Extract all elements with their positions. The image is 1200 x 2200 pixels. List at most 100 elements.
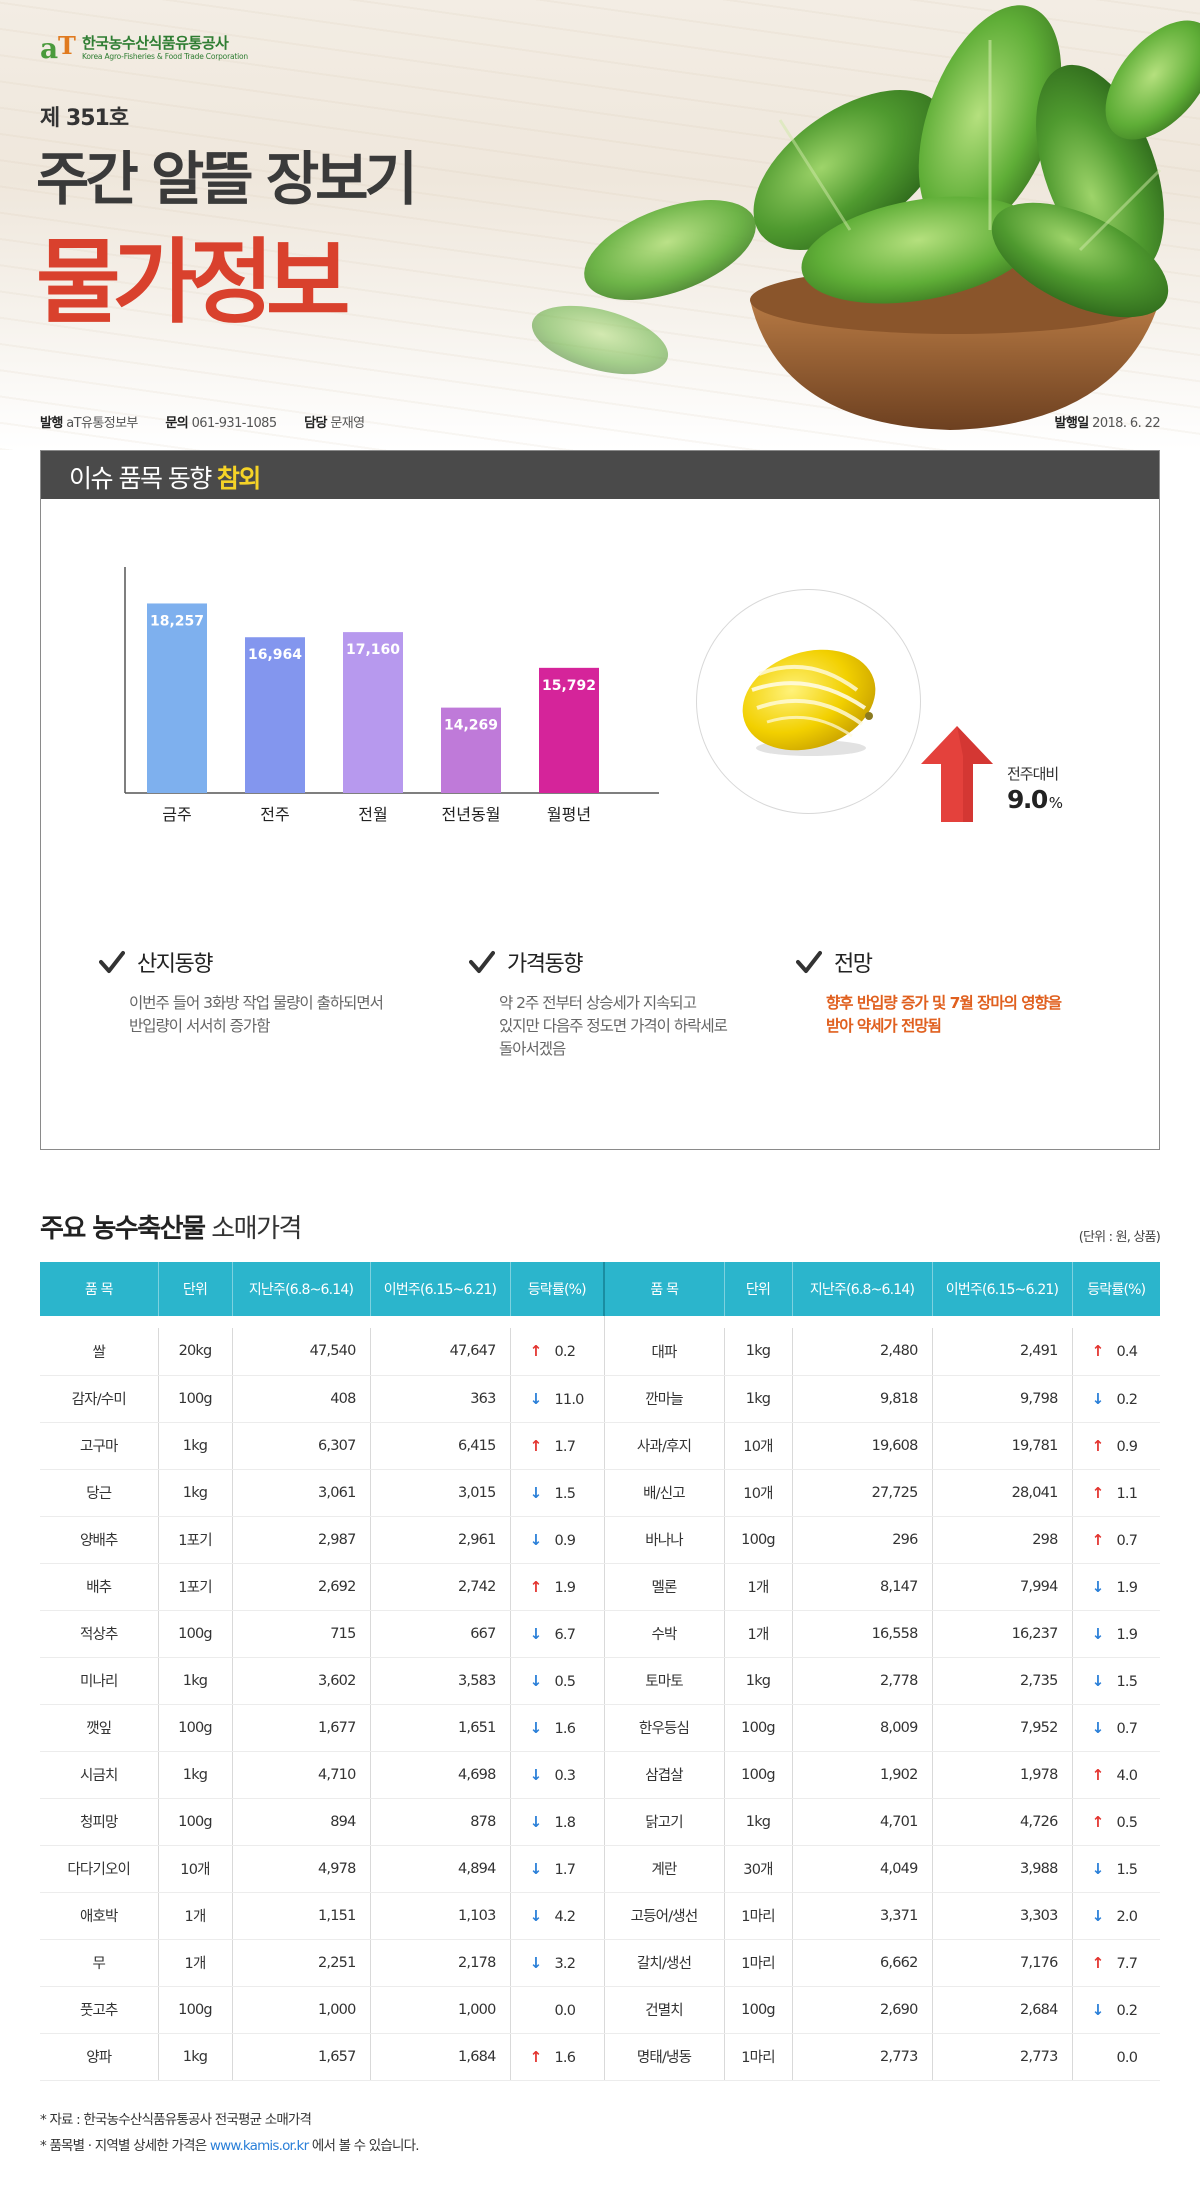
table-cell-change-rate: ↓ 1.8 [509,1798,604,1846]
table-cell-change-rate: ↓ 0.7 [1071,1704,1160,1752]
date-value: 2018. 6. 22 [1092,416,1160,431]
table-cell-change-rate: ↓ 1.6 [509,1704,604,1752]
change-rate-value: 1.1 [1116,1485,1138,1502]
arrow-up-icon: ↑ [1091,1436,1105,1455]
arrow-up-icon: ↑ [529,2047,543,2066]
table-cell-last-week: 47,540 [231,1328,370,1376]
arrow-down-icon: ↓ [1091,1906,1105,1925]
table-cell-last-week: 27,725 [791,1469,932,1517]
week-over-week-label: 전주대비 [1007,765,1059,783]
table-cell-change-rate: ↓ 0.5 [509,1657,604,1705]
table-cell-item: 시금치 [40,1751,158,1799]
table-cell-this-week: 3,303 [931,1892,1072,1940]
bar-4 [539,667,599,793]
table-cell-unit: 100g [723,1986,792,2034]
table-cell-change-rate: ↓ 0.2 [1071,1986,1160,2034]
table-row: 쌀 20kg 47,540 47,647 ↑ 0.2 대파 1kg 2,480 2,491 ↑ 0.4 [40,1328,1160,1376]
kamis-link[interactable]: www.kamis.or.kr [209,2138,309,2154]
table-cell-unit: 10개 [723,1422,792,1470]
col-header-change-rate: 등락률(%) [1071,1262,1160,1316]
table-cell-change-rate: ↓ 1.5 [509,1469,604,1517]
arrow-up-icon: ↑ [1091,1953,1105,1972]
bar-value-label: 17,160 [346,642,400,658]
issue-number: 제 351호 [40,106,129,131]
change-rate-value: 1.6 [554,2049,576,2066]
table-cell-unit: 100g [157,1610,232,1658]
table-cell-change-rate: ↓ 0.9 [509,1516,604,1564]
arrow-up-icon: ↑ [1091,1530,1105,1549]
table-cell-unit: 100g [157,1375,232,1423]
col-header-this-week: 이번주(6.15~6.21) [931,1262,1072,1316]
page-title: 주간 알뜰 장보기 [36,145,418,213]
table-cell-unit: 1개 [723,1563,792,1611]
change-unit: % [1048,794,1063,812]
table-cell-this-week: 3,583 [369,1657,510,1705]
arrow-up-icon: ↑ [1091,1483,1105,1502]
table-cell-change-rate: ↓ 1.9 [1071,1610,1160,1658]
x-tick-label: 금주 [162,805,191,824]
table-cell-this-week: 9,798 [931,1375,1072,1423]
change-rate-value: 1.9 [554,1579,576,1596]
arrow-down-icon: ↓ [529,1530,543,1549]
table-cell-this-week: 3,988 [931,1845,1072,1893]
arrow-up-icon: ↑ [529,1436,543,1455]
publication-date: 발행일 2018. 6. 22 [1054,412,1161,431]
contact-name: 문재영 [330,416,365,431]
table-cell-change-rate: ↑ 0.7 [1071,1516,1160,1564]
arrow-down-icon: ↓ [1091,1389,1105,1408]
change-rate-value: 0.3 [554,1767,576,1784]
spinach-bowl-image [531,5,1200,430]
table-cell-unit: 1포기 [157,1563,232,1611]
table-cell-last-week: 2,773 [791,2033,932,2081]
table-cell-this-week: 2,773 [931,2033,1072,2081]
change-rate-value: 0.9 [1116,1438,1138,1455]
table-cell-item: 청피망 [40,1798,158,1846]
bar-0 [147,603,207,793]
table-cell-last-week: 1,902 [791,1751,932,1799]
arrow-down-icon: ↓ [1091,1671,1105,1690]
arrow-up-icon: ↑ [529,1577,543,1596]
x-tick-label: 월평년 [547,805,591,824]
trend-line: 이번주 들어 3화방 작업 물량이 출하되면서 [129,994,384,1012]
publisher-value: aT유통정보부 [66,416,138,431]
table-cell-this-week: 878 [369,1798,510,1846]
table-cell-last-week: 2,251 [231,1939,370,1987]
trend-price-header: 가격동향 [469,946,727,978]
table-cell-item: 당근 [40,1469,158,1517]
trend-supply-header: 산지동향 [99,946,383,978]
date-label: 발행일 [1054,416,1090,431]
change-rate-value: 0.2 [554,1344,576,1361]
change-rate-value: 1.7 [554,1861,576,1878]
check-icon [99,951,125,973]
table-cell-item: 명태/냉동 [603,2033,724,2081]
table-cell-item: 대파 [603,1328,724,1376]
table-cell-this-week: 47,647 [369,1328,510,1376]
table-cell-this-week: 1,651 [369,1704,510,1752]
table-cell-item: 계란 [603,1845,724,1893]
arrow-down-icon: ↓ [529,1624,543,1643]
inquiry-phone: 061-931-1085 [191,416,278,431]
change-rate-value: 0.7 [1116,1720,1138,1737]
arrow-down-icon: ↓ [529,1671,543,1690]
trend-price: 가격동향 약 2주 전부터 상승세가 지속되고 있지만 다음주 정도면 가격이 … [469,946,728,1061]
issue-item-name: 참외 [216,464,262,493]
table-cell-unit: 1kg [157,1657,232,1705]
table-cell-change-rate: ↑ 4.0 [1071,1751,1160,1799]
table-row: 감자/수미 100g 408 363 ↓ 11.0 깐마늘 1kg 9,818 9,798 ↓ 0.2 [40,1375,1160,1423]
table-cell-last-week: 9,818 [791,1375,932,1423]
table-cell-this-week: 2,684 [931,1986,1072,2034]
table-cell-this-week: 667 [369,1610,510,1658]
table-cell-unit: 100g [157,1798,232,1846]
table-cell-this-week: 3,015 [369,1469,510,1517]
table-cell-last-week: 2,778 [791,1657,932,1705]
trend-title: 가격동향 [507,952,583,977]
table-cell-unit: 1개 [723,1610,792,1658]
table-cell-item: 적상추 [40,1610,158,1658]
table-cell-item: 삼겹살 [603,1751,724,1799]
unit-note: (단위 : 원, 상품) [1078,1230,1161,1245]
table-cell-item: 한우등심 [603,1704,724,1752]
table-cell-last-week: 2,987 [231,1516,370,1564]
table-row: 무 1개 2,251 2,178 ↓ 3.2 갈치/생선 1마리 6,662 7,176 ↑ 7.7 [40,1939,1160,1987]
table-cell-last-week: 2,690 [791,1986,932,2034]
